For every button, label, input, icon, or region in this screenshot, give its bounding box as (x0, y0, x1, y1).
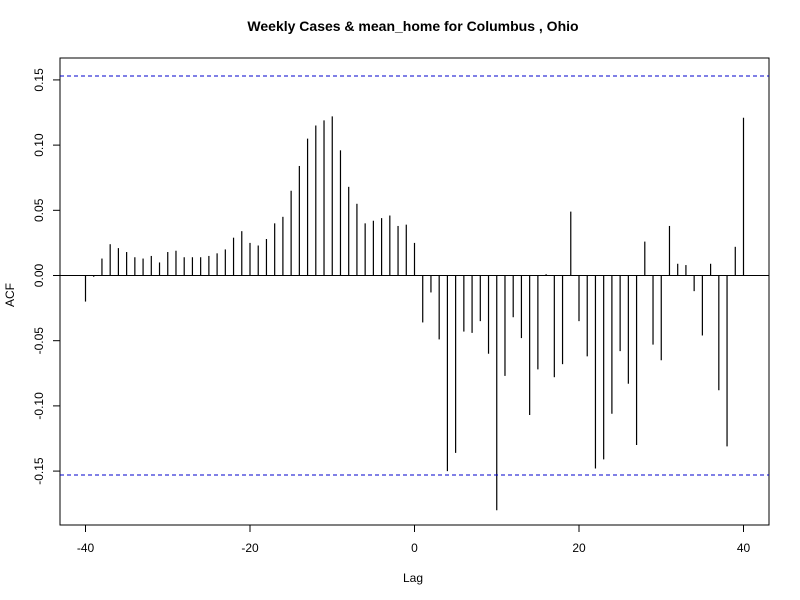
y-axis-title: ACF (3, 283, 17, 307)
x-tick-label: 0 (411, 541, 418, 555)
x-tick-label: -40 (77, 541, 95, 555)
x-tick-label: 40 (737, 541, 751, 555)
confidence-bands (60, 75, 769, 476)
y-tick-label: 0.10 (32, 133, 46, 157)
y-tick-label: 0.15 (32, 68, 46, 92)
x-axis-title: Lag (403, 571, 423, 585)
y-axis: -0.15 -0.10 -0.05 0.00 0.05 0.10 0.15 (32, 68, 61, 485)
x-tick-label: 20 (572, 541, 586, 555)
acf-bars (84, 116, 745, 511)
x-tick-label: -20 (241, 541, 259, 555)
y-tick-label: -0.05 (32, 327, 46, 355)
plot-border (59, 57, 770, 526)
y-tick-label: -0.10 (32, 392, 46, 420)
y-tick-label: -0.15 (32, 457, 46, 485)
chart-title: Weekly Cases & mean_home for Columbus , … (247, 18, 578, 34)
plot-frame (59, 57, 770, 526)
x-axis: -40 -20 0 20 40 (77, 524, 751, 555)
y-tick-label: 0.00 (32, 263, 46, 287)
y-tick-label: 0.05 (32, 198, 46, 222)
